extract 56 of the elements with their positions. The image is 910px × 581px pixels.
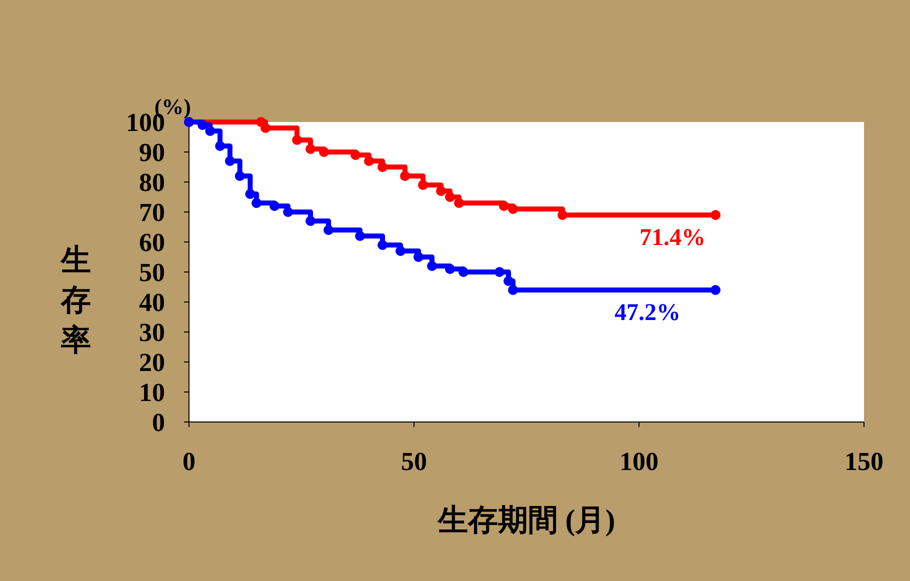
point bbox=[319, 147, 329, 157]
y-tick-label: 70 bbox=[139, 198, 165, 227]
point bbox=[245, 189, 256, 199]
annotation: 71.4% bbox=[640, 225, 706, 251]
point bbox=[215, 141, 226, 151]
point bbox=[364, 156, 374, 166]
y-tick-label: 90 bbox=[139, 138, 165, 167]
x-tick-label: 50 bbox=[401, 447, 427, 476]
x-tick-label: 100 bbox=[620, 447, 658, 476]
point bbox=[710, 285, 720, 295]
point bbox=[396, 246, 406, 256]
annotation: 47.2% bbox=[614, 300, 680, 326]
point bbox=[283, 207, 293, 217]
y-tick-label: 60 bbox=[139, 228, 165, 257]
point bbox=[234, 171, 245, 181]
point bbox=[454, 198, 464, 208]
point bbox=[414, 252, 424, 262]
x-tick-label: 0 bbox=[182, 447, 196, 476]
ylabel: 生存率 bbox=[61, 244, 91, 357]
point bbox=[499, 201, 509, 211]
point bbox=[205, 126, 216, 136]
y-tick-label: 20 bbox=[139, 348, 165, 377]
point bbox=[400, 171, 410, 181]
point bbox=[292, 135, 302, 145]
point bbox=[306, 216, 316, 226]
point bbox=[508, 285, 518, 295]
y-tick-label: 80 bbox=[139, 168, 165, 197]
point bbox=[224, 156, 235, 166]
point bbox=[508, 204, 518, 214]
point bbox=[494, 267, 504, 277]
y-tick-label: 0 bbox=[152, 408, 165, 437]
point bbox=[427, 261, 437, 271]
point bbox=[198, 120, 208, 130]
point bbox=[350, 150, 360, 160]
y-tick-label: 40 bbox=[139, 288, 165, 317]
y-tick-label: 30 bbox=[139, 318, 165, 347]
point bbox=[252, 198, 262, 208]
point bbox=[270, 201, 280, 211]
point bbox=[436, 186, 446, 196]
point bbox=[458, 267, 468, 277]
point bbox=[710, 210, 720, 220]
y-tick-label: 50 bbox=[139, 258, 165, 287]
point bbox=[260, 123, 270, 133]
point bbox=[355, 231, 365, 241]
point bbox=[445, 264, 455, 274]
point bbox=[445, 192, 455, 202]
point bbox=[504, 276, 514, 286]
point bbox=[558, 210, 568, 220]
point bbox=[324, 225, 334, 235]
point bbox=[306, 144, 316, 154]
x-tick-label: 150 bbox=[844, 447, 884, 476]
point bbox=[378, 162, 388, 172]
point bbox=[378, 240, 388, 250]
y-tick-label: 10 bbox=[139, 378, 165, 407]
xlabel: 生存期間 (月) bbox=[438, 504, 616, 537]
point bbox=[418, 180, 428, 190]
